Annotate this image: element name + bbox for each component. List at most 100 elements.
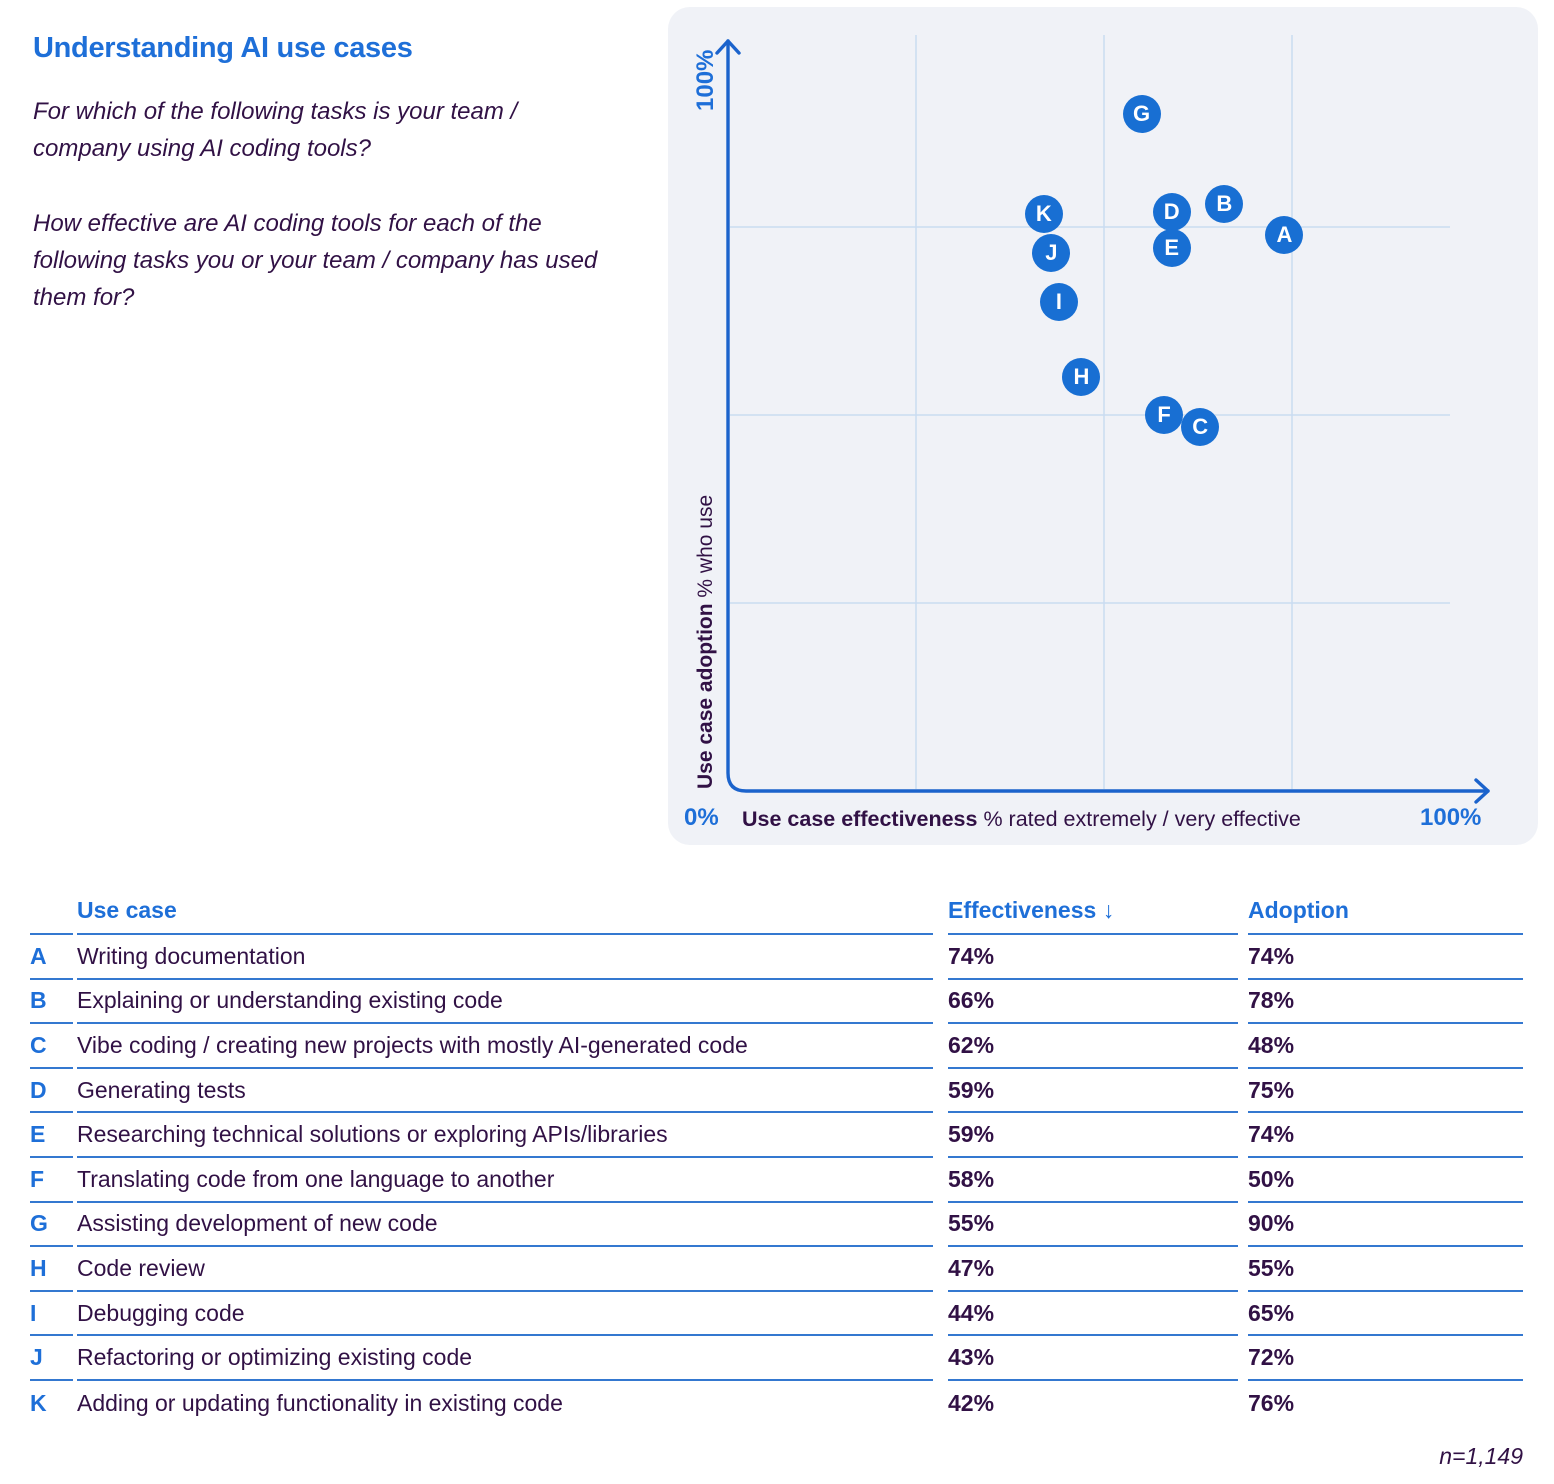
row-effectiveness: 59%: [948, 1069, 1238, 1114]
row-use-case: Code review: [77, 1247, 933, 1292]
row-use-case: Vibe coding / creating new projects with…: [77, 1024, 933, 1069]
row-letter: E: [30, 1113, 73, 1158]
row-letter: F: [30, 1158, 73, 1203]
table-header-row: Use case Effectiveness ↓ Adoption: [30, 895, 1523, 935]
y-axis-title-bold: Use case adoption: [694, 603, 717, 789]
row-letter: J: [30, 1336, 73, 1381]
column-gap: [933, 1024, 948, 1069]
row-adoption: 72%: [1248, 1336, 1523, 1381]
column-gap: [1238, 1024, 1248, 1069]
row-use-case: Writing documentation: [77, 935, 933, 980]
table-row: B Explaining or understanding existing co…: [30, 980, 1523, 1025]
y-axis-max-label: 100%: [692, 49, 719, 111]
scatter-point-J: J: [1032, 233, 1071, 272]
survey-question-1: For which of the following tasks is your…: [33, 98, 518, 162]
header-letter-cell: [30, 895, 73, 935]
x-axis-title-rest: % rated extremely / very effective: [977, 807, 1301, 831]
table-row: E Researching technical solutions or expl…: [30, 1113, 1523, 1158]
row-effectiveness: 43%: [948, 1336, 1238, 1381]
axis-lines: [726, 39, 1490, 793]
table-row: G Assisting development of new code 55% 90%: [30, 1203, 1523, 1248]
column-gap: [1238, 980, 1248, 1025]
scatter-point-G: G: [1122, 95, 1161, 134]
column-gap: [1238, 935, 1248, 980]
row-use-case: Researching technical solutions or explo…: [77, 1113, 933, 1158]
column-gap: [933, 1069, 948, 1114]
column-gap: [1238, 1203, 1248, 1248]
x-axis-title: Use case effectiveness % rated extremely…: [742, 807, 1301, 832]
column-gap: [933, 980, 948, 1025]
row-adoption: 74%: [1248, 1113, 1523, 1158]
sample-size-note: n=1,149: [1439, 1442, 1523, 1469]
x-axis-max-label: 100%: [1420, 804, 1482, 831]
y-axis-title-rest: % who use: [694, 494, 717, 604]
row-adoption: 65%: [1248, 1292, 1523, 1337]
table-row: J Refactoring or optimizing existing code…: [30, 1336, 1523, 1381]
scatter-point-I: I: [1039, 283, 1078, 322]
column-gap: [1238, 1292, 1248, 1337]
column-gap: [1238, 1336, 1248, 1381]
row-effectiveness: 55%: [948, 1203, 1238, 1248]
row-adoption: 76%: [1248, 1389, 1295, 1416]
column-gap: [933, 895, 948, 935]
column-gap: [933, 1158, 948, 1203]
row-use-case: Translating code from one language to an…: [77, 1158, 933, 1203]
row-effectiveness: 74%: [948, 935, 1238, 980]
column-gap: [1238, 1069, 1248, 1114]
column-gap: [933, 1113, 948, 1158]
row-use-case: Debugging code: [77, 1292, 933, 1337]
table-body: A Writing documentation 74% 74% B Explaining …: [30, 935, 1523, 1426]
row-adoption: 78%: [1248, 980, 1523, 1025]
column-gap: [1238, 895, 1248, 935]
row-letter: B: [30, 980, 73, 1025]
page-title: Understanding AI use cases: [33, 32, 413, 64]
row-letter: I: [30, 1292, 73, 1337]
row-adoption: 55%: [1248, 1247, 1523, 1292]
chart-axes-svg: [715, 35, 1490, 804]
row-effectiveness: 59%: [948, 1113, 1238, 1158]
scatter-point-B: B: [1205, 185, 1244, 224]
x-axis-min-label: 0%: [684, 804, 719, 831]
column-gap: [933, 1203, 948, 1248]
table-row: K Adding or updating functionality in exi…: [30, 1381, 1523, 1426]
row-letter: C: [30, 1024, 73, 1069]
row-adoption: 50%: [1248, 1158, 1523, 1203]
scatter-point-A: A: [1265, 215, 1304, 254]
row-effectiveness: 58%: [948, 1158, 1238, 1203]
scatter-point-C: C: [1181, 408, 1220, 447]
row-use-case: Refactoring or optimizing existing code: [77, 1336, 933, 1381]
header-adoption: Adoption: [1248, 895, 1523, 935]
chart-gridlines: [730, 35, 1450, 789]
column-gap: [933, 1247, 948, 1292]
scatter-point-K: K: [1024, 195, 1063, 234]
y-axis-arrow-icon: [715, 39, 741, 55]
column-gap: [1238, 1158, 1248, 1203]
row-use-case: Adding or updating functionality in exis…: [77, 1389, 563, 1416]
row-letter: G: [30, 1203, 73, 1248]
use-case-table: Use case Effectiveness ↓ Adoption A Writi…: [30, 895, 1523, 1470]
row-adoption: 74%: [1248, 935, 1523, 980]
row-adoption: 75%: [1248, 1069, 1523, 1114]
table-row: I Debugging code 44% 65%: [30, 1292, 1523, 1337]
row-use-case: Explaining or understanding existing cod…: [77, 980, 933, 1025]
x-axis-arrow-icon: [1474, 778, 1490, 804]
row-effectiveness: 62%: [948, 1024, 1238, 1069]
column-gap: [933, 1292, 948, 1337]
row-use-case: Generating tests: [77, 1069, 933, 1114]
row-letter: A: [30, 935, 73, 980]
table-row: F Translating code from one language to a…: [30, 1158, 1523, 1203]
row-effectiveness: 47%: [948, 1247, 1238, 1292]
x-axis-title-bold: Use case effectiveness: [742, 807, 978, 831]
column-gap: [1238, 1381, 1248, 1426]
column-gap: [1238, 1247, 1248, 1292]
column-gap: [933, 1336, 948, 1381]
table-row: A Writing documentation 74% 74%: [30, 935, 1523, 980]
row-use-case: Assisting development of new code: [77, 1203, 933, 1248]
intro-block: Understanding AI use cases For which of …: [33, 32, 633, 354]
row-effectiveness: 44%: [948, 1292, 1238, 1337]
survey-question-2: How effective are AI coding tools for ea…: [33, 210, 598, 311]
header-use-case: Use case: [77, 895, 933, 935]
scatter-point-E: E: [1152, 228, 1191, 267]
